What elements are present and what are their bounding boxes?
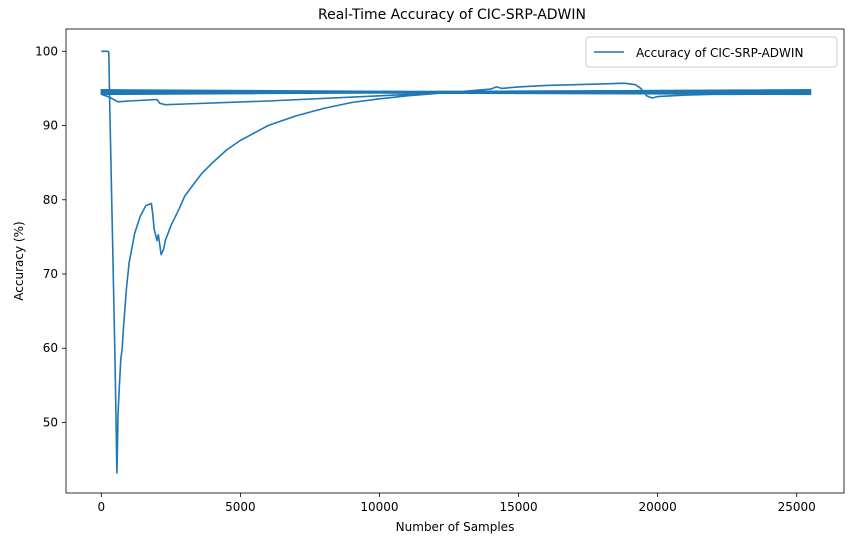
x-tick-label: 25000	[778, 500, 816, 514]
x-tick-label: 15000	[499, 500, 537, 514]
x-tick-label: 0	[98, 500, 106, 514]
y-tick-label: 60	[43, 341, 58, 355]
y-tick-label: 80	[43, 193, 58, 207]
y-tick-label: 100	[35, 44, 58, 58]
y-tick-label: 70	[43, 267, 58, 281]
plot-area-frame	[65, 28, 845, 494]
legend: Accuracy of CIC-SRP-ADWIN	[585, 36, 838, 68]
y-axis-label: Accuracy (%)	[12, 221, 26, 300]
chart-title: Real-Time Accuracy of CIC-SRP-ADWIN	[318, 7, 586, 23]
x-tick-label: 20000	[639, 500, 677, 514]
x-tick-label: 5000	[225, 500, 256, 514]
series-layer	[100, 50, 812, 474]
x-axis-label: Number of Samples	[396, 520, 515, 534]
y-tick-label: 50	[43, 415, 58, 429]
axis-ticks: 0 5000 10000 15000 20000 25000 50 60 70 80 90 100	[35, 44, 816, 514]
y-tick-label: 90	[43, 119, 58, 133]
series-line	[100, 50, 812, 474]
legend-label: Accuracy of CIC-SRP-ADWIN	[636, 46, 803, 60]
legend-box	[585, 36, 838, 68]
x-tick-label: 10000	[360, 500, 398, 514]
